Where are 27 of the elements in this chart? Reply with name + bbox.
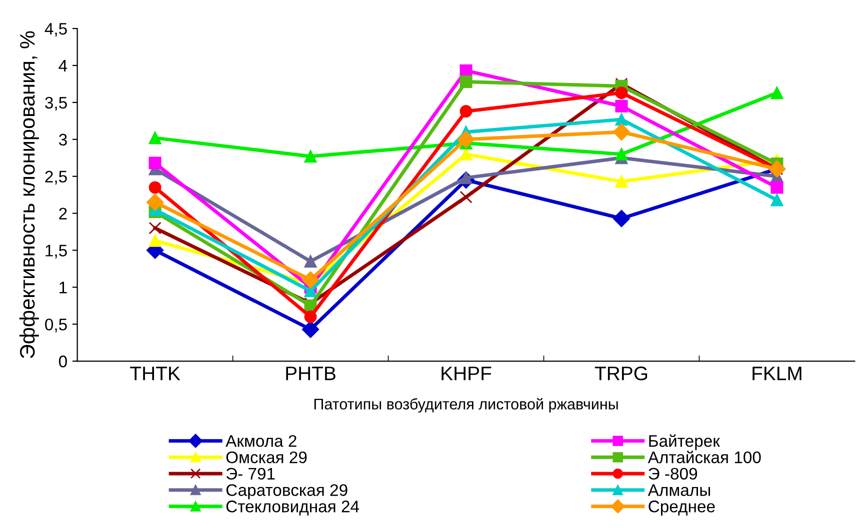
x-tick-label: THTK	[130, 366, 180, 380]
x-tick-label: PHTB	[286, 366, 336, 380]
legend-label: Омская 29	[226, 451, 307, 464]
x-tick-label: TRPG	[594, 366, 648, 380]
legend-label: Саратовская 29	[226, 484, 348, 500]
y-tick-label: 4	[58, 60, 68, 72]
y-tick-label: 4,5	[44, 23, 67, 37]
legend-label: Алмалы	[648, 484, 710, 496]
legend-label: Акмола 2	[226, 435, 296, 447]
y-tick-label: 1,5	[46, 244, 67, 258]
y-axis-title: Эффективность клонирования, %	[19, 31, 39, 358]
y-tick-label: 0,5	[45, 318, 67, 332]
y-tick-label: 2	[59, 208, 67, 220]
x-tick-label: KHPF	[442, 366, 492, 380]
y-tick-label: 2,5	[45, 170, 67, 185]
x-tick-label: FKLM	[752, 366, 802, 380]
y-tick-label: 3,5	[45, 96, 67, 111]
legend-label: Байтерек	[649, 434, 720, 450]
x-axis-title: Патотипы возбудителя листовой ржавчины	[314, 398, 618, 413]
y-tick-label: 0	[58, 356, 67, 368]
legend-label: Стекловидная 24	[226, 500, 360, 516]
y-tick-label: 1	[60, 282, 67, 294]
legend-label: Э- 791	[226, 468, 275, 480]
legend-label: Алтайская 100	[648, 450, 761, 464]
y-tick-label: 3	[58, 134, 67, 146]
legend-label: Среднее	[648, 500, 715, 516]
legend-label: Э -809	[648, 468, 698, 480]
